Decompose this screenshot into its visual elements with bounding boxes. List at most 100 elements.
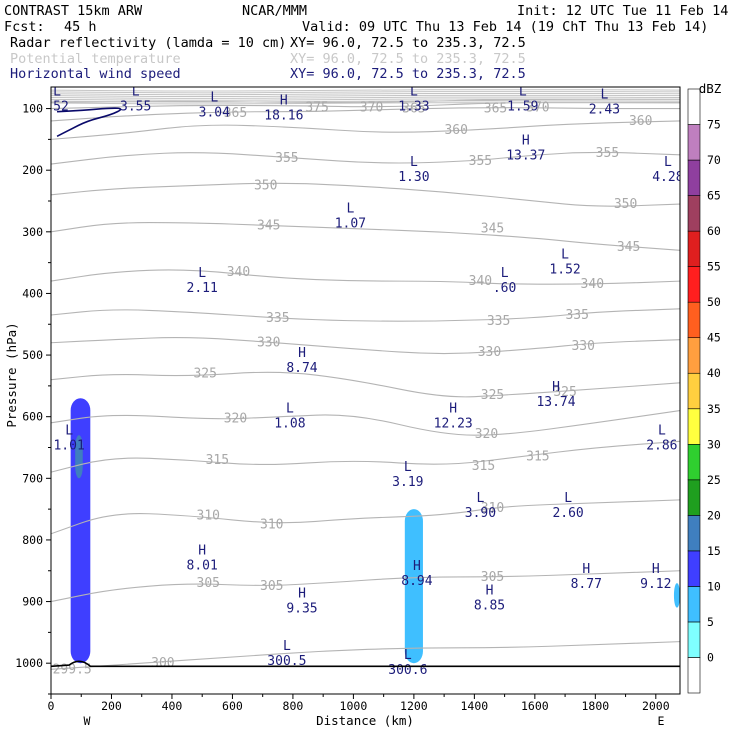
theta-label: 375 (305, 100, 328, 115)
extremum-high-marker: H (582, 562, 590, 577)
extremum-high-marker: H (198, 543, 206, 558)
colorbar-tick-label: 20 (707, 508, 721, 522)
colorbar-tick-label: 75 (707, 118, 721, 132)
colorbar-tick-label: 55 (707, 260, 721, 274)
colorbar-swatch (687, 657, 701, 694)
valid-time: Valid: 09 UTC Thu 13 Feb 14 (19 ChT Thu … (302, 19, 708, 35)
plot-clip-group: 375 370 365 365 365 370 360 360 355 355 355 350 350 3… (51, 84, 683, 678)
theta-label: 350 (614, 197, 637, 212)
theta-label: 330 (478, 345, 501, 360)
theta-label: 355 (275, 151, 298, 166)
theta-label: 325 (481, 388, 504, 403)
extremum-low-marker: L (132, 84, 140, 99)
colorbar-swatch (687, 195, 701, 232)
terrain-line (51, 660, 680, 668)
extremum-value: 12.23 (434, 417, 473, 432)
theta-contour-310 (51, 499, 680, 535)
x-tick-label: 200 (101, 699, 122, 713)
extremum-high-marker: H (298, 587, 306, 602)
theta-label: 370 (360, 100, 383, 115)
extremum-low-marker: L (65, 423, 73, 438)
colorbar-unit: dBZ (699, 81, 722, 96)
theta-contour-upper (51, 94, 680, 98)
extremum-value: 1.08 (274, 417, 305, 432)
chart-header: CONTRAST 15km ARW NCAR/MMM Init: 12 UTC … (4, 3, 728, 82)
extremum-value: 3.04 (199, 105, 230, 120)
theta-label: 320 (224, 412, 247, 427)
theta-label: 310 (481, 501, 504, 516)
x-tick-label: 400 (162, 699, 183, 713)
extremum-low-marker: L (404, 460, 412, 475)
extremum-value: 4.28 (652, 170, 683, 185)
axes: 0 200 400 600 800 1000 1200 1400 1600 1800 2000 100… (15, 86, 681, 713)
theta-contour-upper (51, 92, 680, 96)
theta-label: 305 (481, 570, 504, 585)
colorbar-swatch (687, 479, 701, 516)
x-tick-label: 2000 (642, 699, 670, 713)
x-tick-label: 0 (48, 699, 55, 713)
theta-label: 345 (257, 219, 280, 234)
extremum-value: 1.30 (398, 170, 429, 185)
extremum-low-marker: L (346, 201, 354, 216)
theta-label: 365 (402, 102, 425, 117)
y-tick-label: 700 (22, 471, 43, 485)
colorbar-tick-label: 10 (707, 579, 721, 593)
reflectivity-cell-central (404, 509, 423, 664)
x-tick-label: 600 (222, 699, 243, 713)
extremum-value: 1.01 (53, 438, 84, 453)
theta-contour-upper (51, 100, 680, 103)
theta-contour-335 (51, 308, 680, 322)
colorbar-swatch (687, 586, 701, 623)
colorbar-swatch (687, 372, 701, 410)
extremum-low-marker: L (476, 491, 484, 506)
field-1-name: Radar reflectivity (lamda = 10 cm) (10, 35, 286, 51)
extremum-value: 300.5 (267, 654, 306, 669)
extremum-value: 3.55 (120, 99, 151, 114)
y-tick-label: 300 (22, 225, 43, 239)
extremum-value: 8.85 (474, 598, 505, 613)
y-axis-label: Pressure (hPa) (4, 322, 19, 427)
x-east-label: E (658, 714, 665, 728)
extremum-value: 9.35 (286, 602, 317, 617)
theta-contour-upper (51, 102, 680, 105)
extremum-value: 2.60 (552, 506, 583, 521)
theta-label: 310 (260, 518, 283, 533)
theta-contour-330 (51, 337, 680, 355)
extremum-low-marker: L (410, 84, 418, 99)
colorbar-swatch (687, 337, 701, 374)
extremum-high-marker: H (449, 402, 457, 417)
colorbar-swatch (687, 230, 701, 267)
extremum-low-marker: L (664, 155, 672, 170)
theta-label: 330 (571, 339, 594, 354)
field-2-name: Potential temperature (10, 51, 181, 67)
theta-label: 345 (481, 222, 504, 237)
model-title: CONTRAST 15km ARW (4, 3, 143, 19)
theta-contour-upper (51, 89, 680, 92)
field-2-xy: XY= 96.0, 72.5 to 235.3, 72.5 (290, 51, 526, 67)
x-tick-label: 1200 (400, 699, 428, 713)
extremum-low-marker: L (53, 84, 61, 99)
theta-label: 360 (444, 123, 467, 138)
theta-contour-350 (51, 182, 680, 207)
extremum-value: 2.11 (187, 281, 218, 296)
colorbar-swatch (687, 266, 701, 303)
extremum-low-marker: L (564, 491, 572, 506)
theta-contour-upper (51, 96, 680, 99)
y-tick-label: 900 (22, 595, 43, 609)
colorbar: 0 5 10 15 20 25 30 35 40 45 50 55 60 65 70 75 (687, 88, 721, 694)
y-tick-label: 100 (22, 102, 43, 116)
theta-contour-340 (51, 269, 680, 285)
y-tick-label: 400 (22, 286, 43, 300)
theta-contour-360 (51, 120, 680, 140)
extremum-low-marker: L (210, 90, 218, 105)
theta-label: 335 (266, 311, 289, 326)
wind-contour (56, 107, 122, 138)
extremum-value: 3.19 (392, 475, 423, 490)
extremum-low-marker: L (658, 423, 666, 438)
theta-label: 330 (257, 336, 280, 351)
extremum-low-marker: L (501, 266, 509, 281)
extremum-value: 3.90 (465, 506, 496, 521)
extremum-low-marker: L (283, 639, 291, 654)
theta-label: 300 (151, 656, 174, 671)
theta-label: 335 (487, 314, 510, 329)
